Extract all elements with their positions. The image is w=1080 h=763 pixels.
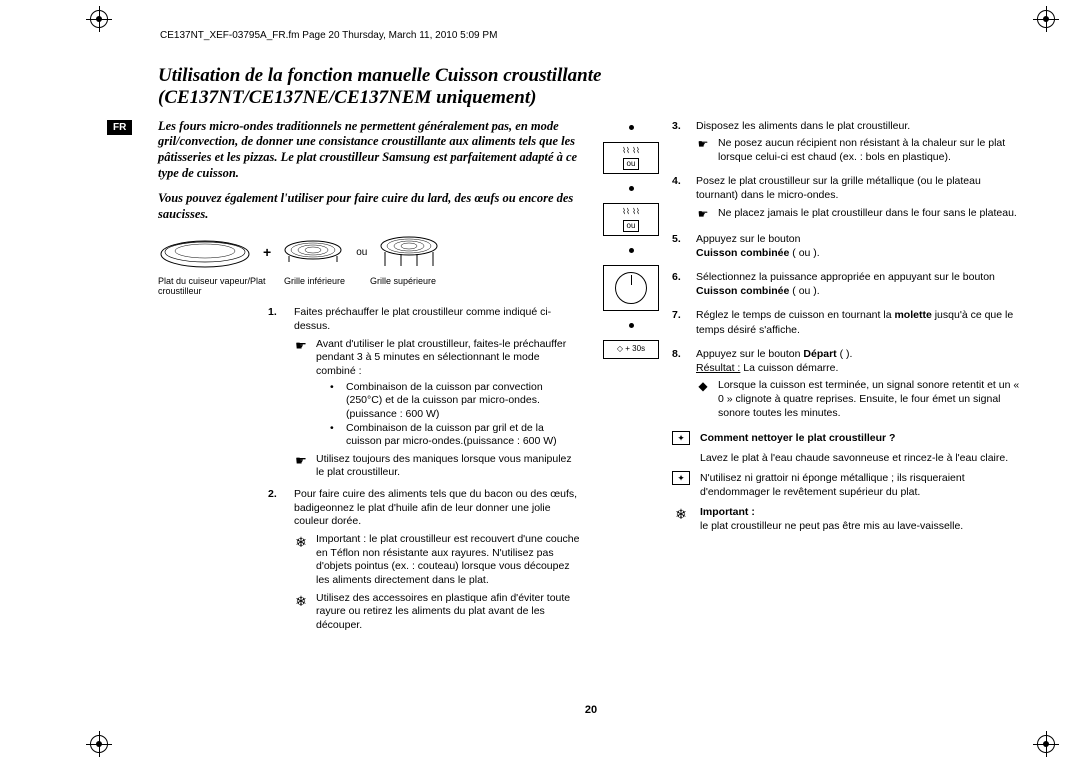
step-8-num: 8. bbox=[672, 347, 688, 421]
step-2: 2. Pour faire cuire des aliments tels qu… bbox=[158, 488, 580, 632]
high-rack-icon bbox=[377, 232, 442, 272]
diamond-icon: ◆ bbox=[696, 378, 710, 421]
info-box-icon: ✦ bbox=[672, 471, 690, 485]
low-rack-icon bbox=[281, 232, 346, 272]
step-1: 1. Faites préchauffer le plat croustille… bbox=[158, 306, 580, 480]
plus-symbol: + bbox=[263, 244, 271, 260]
step-1-bullet-1: Combinaison de la cuisson par convection… bbox=[346, 381, 580, 422]
step-3: 3. Disposez les aliments dans le plat cr… bbox=[672, 119, 1024, 165]
step-6-text-a: Sélectionnez la puissance appropriée en … bbox=[696, 271, 995, 283]
intro-paragraph-1: Les fours micro-ondes traditionnels ne p… bbox=[158, 119, 580, 182]
ou-box: ou bbox=[623, 220, 640, 232]
left-column: Les fours micro-ondes traditionnels ne p… bbox=[158, 119, 580, 641]
crop-mark-bl bbox=[90, 735, 108, 753]
important-text: le plat croustilleur ne peut pas être mi… bbox=[700, 520, 963, 532]
combi-icons: ⌇⌇ ⌇⌇ bbox=[606, 146, 656, 156]
step-5: 5. Appuyez sur le bouton Cuisson combiné… bbox=[672, 232, 1024, 260]
step-4-note: Ne placez jamais le plat croustilleur da… bbox=[718, 206, 1017, 222]
step-8-text-c: ( ). bbox=[840, 348, 853, 360]
step-3-note: Ne posez aucun récipient non résistant à… bbox=[718, 136, 1024, 164]
crop-mark-br bbox=[1037, 735, 1055, 753]
hand-icon: ☛ bbox=[696, 136, 710, 164]
combi-button-box-2: ⌇⌇ ⌇⌇ ou bbox=[603, 203, 659, 236]
step-4: 4. Posez le plat croustilleur sur la gri… bbox=[672, 174, 1024, 222]
step-3-text: Disposez les aliments dans le plat crous… bbox=[696, 119, 1024, 133]
hand-icon: ☛ bbox=[294, 453, 308, 480]
combi-button-box-1: ⌇⌇ ⌇⌇ ou bbox=[603, 142, 659, 175]
result-label: Résultat : bbox=[696, 362, 740, 374]
step-7-text-b: molette bbox=[894, 309, 931, 321]
step-8-text-b: Départ bbox=[803, 348, 836, 360]
step-2-text: Pour faire cuire des aliments tels que d… bbox=[294, 488, 580, 529]
step-5-text-a: Appuyez sur le bouton bbox=[696, 233, 801, 245]
step-1-bullet-2: Combinaison de la cuisson par gril et de… bbox=[346, 422, 580, 449]
title-line2: (CE137NT/CE137NE/CE137NEM uniquement) bbox=[158, 87, 1024, 109]
hand-icon: ☛ bbox=[696, 206, 710, 222]
step-5-num: 5. bbox=[672, 232, 688, 260]
diagram-labels: Plat du cuiseur vapeur/Plat croustilleur… bbox=[158, 276, 580, 296]
title-line1: Utilisation de la fonction manuelle Cuis… bbox=[158, 65, 601, 86]
step-5-text-c: ( ou ). bbox=[789, 247, 819, 259]
label-low-rack: Grille inférieure bbox=[284, 276, 354, 296]
snowflake-icon: ❄ bbox=[294, 533, 308, 588]
step-5-text-b: Cuisson combinée bbox=[696, 247, 789, 259]
step-1-note-2: Utilisez toujours des maniques lorsque v… bbox=[316, 453, 580, 480]
snowflake-icon: ❄ bbox=[672, 505, 690, 533]
step-8-text-a: Appuyez sur le bouton bbox=[696, 348, 803, 360]
ou-label-1: ou bbox=[356, 247, 367, 258]
hand-icon: ☛ bbox=[294, 338, 308, 449]
panel-dot-icon bbox=[629, 186, 634, 191]
step-6: 6. Sélectionnez la puissance appropriée … bbox=[672, 270, 1024, 298]
step-2-warning-1: Important : le plat croustilleur est rec… bbox=[316, 533, 580, 588]
ou-box: ou bbox=[623, 158, 640, 170]
page-number: 20 bbox=[585, 704, 597, 716]
info-box-icon: ✦ bbox=[672, 431, 690, 445]
step-3-num: 3. bbox=[672, 119, 688, 165]
step-6-num: 6. bbox=[672, 270, 688, 298]
page-content: Utilisation de la fonction manuelle Cuis… bbox=[148, 25, 1034, 738]
panel-dot-icon bbox=[629, 323, 634, 328]
step-1-note: Avant d'utiliser le plat croustilleur, f… bbox=[316, 338, 580, 379]
step-1-num: 1. bbox=[268, 306, 284, 480]
crusty-plate-icon bbox=[158, 232, 253, 272]
crop-mark-tl bbox=[90, 10, 108, 28]
step-4-text: Posez le plat croustilleur sur la grille… bbox=[696, 174, 1024, 202]
qa-question: Comment nettoyer le plat croustilleur ? bbox=[700, 431, 895, 445]
important-label: Important : bbox=[700, 506, 755, 518]
crop-mark-tr bbox=[1037, 10, 1055, 28]
step-7: 7. Réglez le temps de cuisson en tournan… bbox=[672, 308, 1024, 336]
step-8: 8. Appuyez sur le bouton Départ ( ). Rés… bbox=[672, 347, 1024, 421]
control-panel-column: ⌇⌇ ⌇⌇ ou ⌇⌇ ⌇⌇ ou ◇ + 30s bbox=[602, 123, 660, 641]
step-8-end-note: Lorsque la cuisson est terminée, un sign… bbox=[718, 378, 1024, 421]
label-high-rack: Grille supérieure bbox=[370, 276, 450, 296]
step-6-text-c: ( ou ). bbox=[789, 285, 819, 297]
step-4-num: 4. bbox=[672, 174, 688, 222]
start-30s-label: ◇ + 30s bbox=[606, 344, 656, 354]
result-text: La cuisson démarre. bbox=[743, 362, 838, 374]
diagram-row: + ou bbox=[158, 232, 580, 272]
snowflake-icon: ❄ bbox=[294, 592, 308, 633]
combi-icons: ⌇⌇ ⌇⌇ bbox=[606, 207, 656, 217]
label-plate: Plat du cuiseur vapeur/Plat croustilleur bbox=[158, 276, 268, 296]
step-2-warning-2: Utilisez des accessoires en plastique af… bbox=[316, 592, 580, 633]
knob-box bbox=[603, 265, 659, 311]
step-7-num: 7. bbox=[672, 308, 688, 336]
dial-icon bbox=[615, 272, 647, 304]
page-title: Utilisation de la fonction manuelle Cuis… bbox=[158, 65, 1024, 109]
step-2-num: 2. bbox=[268, 488, 284, 632]
panel-dot-icon bbox=[629, 125, 634, 130]
step-1-text: Faites préchauffer le plat croustilleur … bbox=[294, 306, 580, 333]
panel-dot-icon bbox=[629, 248, 634, 253]
step-7-text-a: Réglez le temps de cuisson en tournant l… bbox=[696, 309, 894, 321]
cleaning-section: ✦ Comment nettoyer le plat croustilleur … bbox=[672, 431, 1024, 534]
start-button-box: ◇ + 30s bbox=[603, 340, 659, 358]
right-column: ⌇⌇ ⌇⌇ ou ⌇⌇ ⌇⌇ ou ◇ + 30s bbox=[602, 119, 1024, 641]
step-6-text-b: Cuisson combinée bbox=[696, 285, 789, 297]
language-tab: FR bbox=[107, 120, 132, 135]
qa-answer-2: N'utilisez ni grattoir ni éponge métalli… bbox=[700, 471, 1024, 499]
qa-answer-1: Lavez le plat à l'eau chaude savonneuse … bbox=[700, 451, 1008, 465]
intro-paragraph-2: Vous pouvez également l'utiliser pour fa… bbox=[158, 191, 580, 222]
